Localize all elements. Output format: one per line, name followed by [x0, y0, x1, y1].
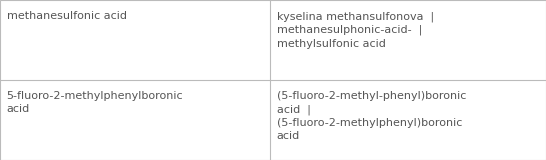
Text: 5-fluoro-2-methylphenylboronic
acid: 5-fluoro-2-methylphenylboronic acid	[7, 91, 183, 114]
Text: (5-fluoro-2-methyl-phenyl)boronic
acid  |
(5-fluoro-2-methylphenyl)boronic
acid: (5-fluoro-2-methyl-phenyl)boronic acid |…	[276, 91, 466, 141]
Text: kyselina methansulfonova  |
methanesulphonic-acid-  |
methylsulfonic acid: kyselina methansulfonova | methanesulpho…	[276, 11, 434, 49]
Text: methanesulfonic acid: methanesulfonic acid	[7, 11, 127, 21]
